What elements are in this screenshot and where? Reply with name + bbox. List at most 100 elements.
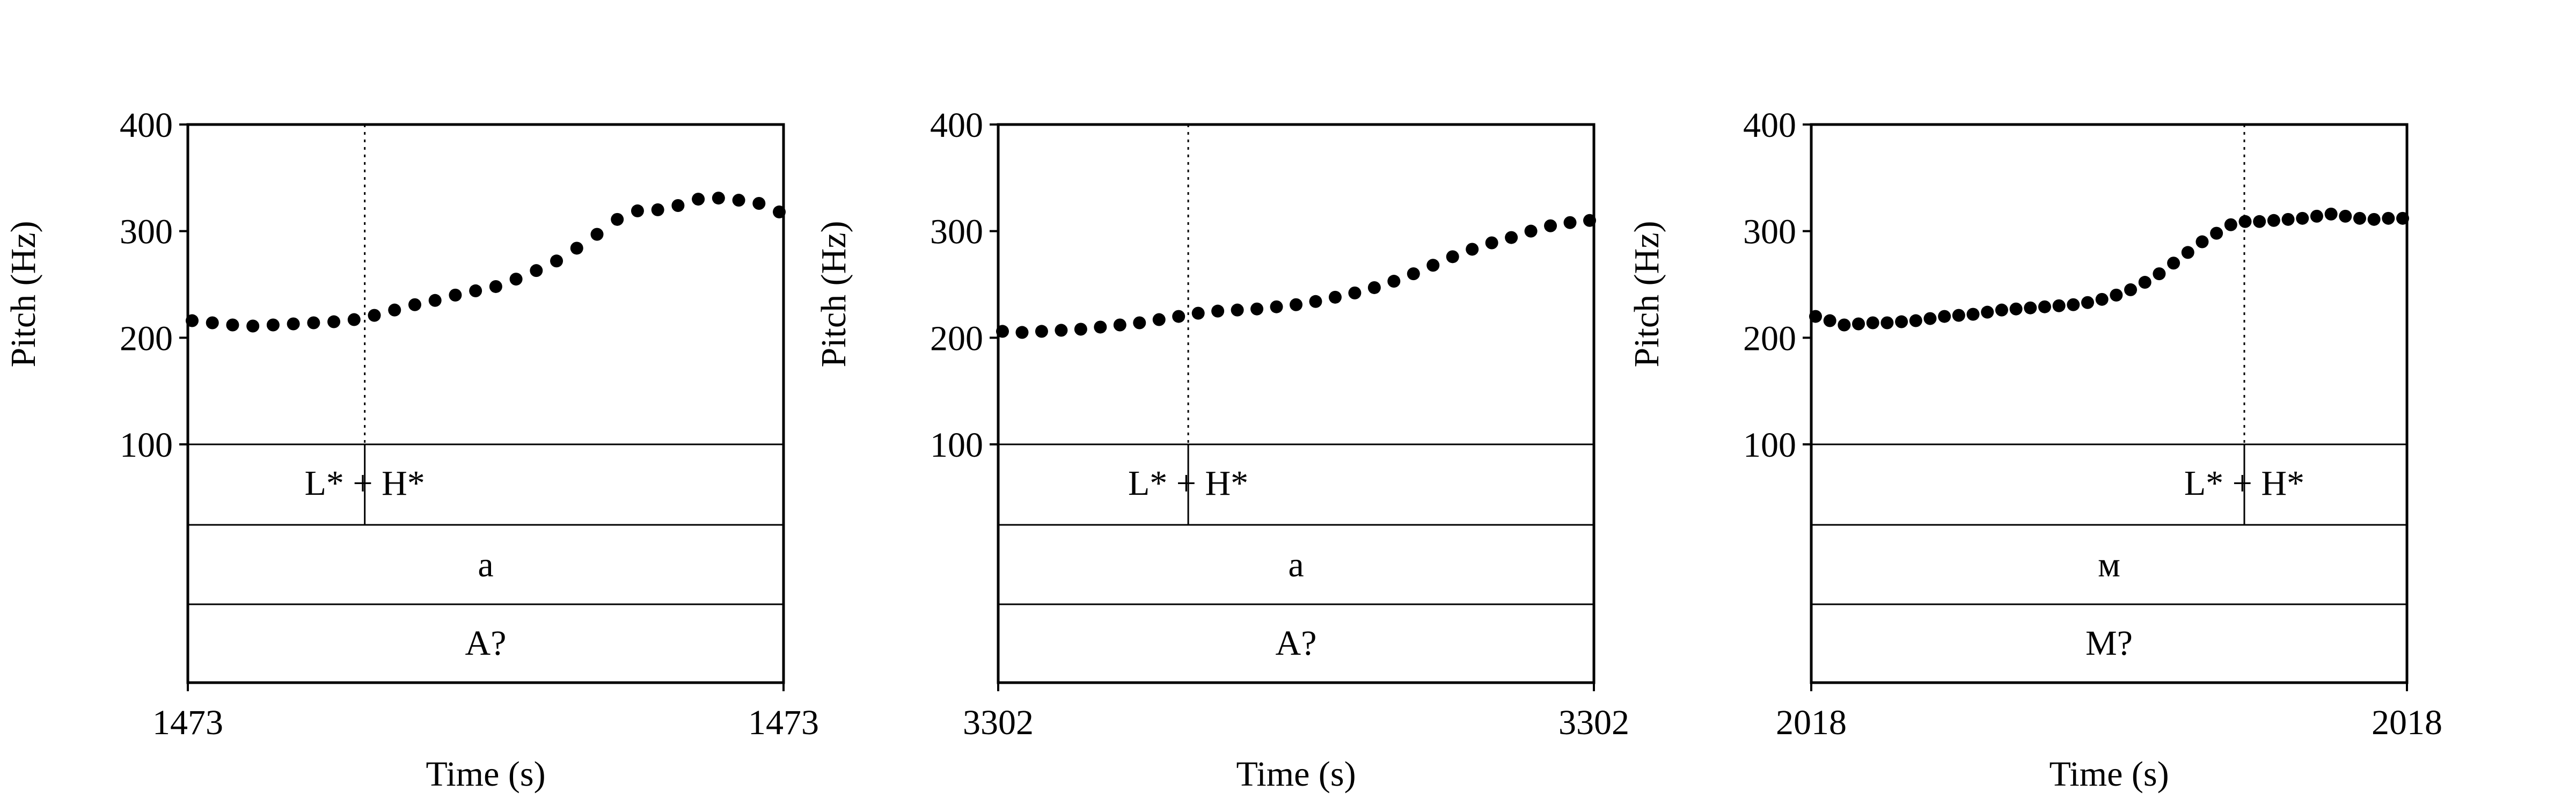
y-tick-label: 400 [930, 106, 983, 145]
y-tick-label: 400 [1743, 106, 1796, 145]
pitch-point [1290, 298, 1302, 311]
tone-label: L* + H* [305, 464, 425, 503]
pitch-point [2296, 211, 2309, 225]
sentence-label: A? [1276, 624, 1317, 663]
x-tick-label-end: 2018 [2372, 703, 2442, 742]
sentence-label: A? [465, 624, 507, 663]
pitch-point [449, 288, 462, 302]
pitch-point [2181, 246, 2194, 259]
pitch-point [287, 317, 300, 331]
y-axis-label: Pitch (Hz) [1627, 221, 1666, 367]
pitch-point [1172, 310, 1185, 323]
tone-label: L* + H* [1128, 464, 1248, 503]
pitch-point [590, 228, 604, 241]
pitch-point [2210, 226, 2223, 240]
pitch-point [347, 313, 361, 326]
y-tick-label: 300 [120, 213, 173, 252]
pitch-point [611, 213, 624, 226]
panel-2: 100 200 300 400 Pitch (Hz) 3302 3302 Time (s) L*… [814, 106, 1629, 794]
y-tick-label: 200 [120, 319, 173, 358]
pitch-point [1309, 295, 1322, 308]
pitch-point [1152, 313, 1166, 326]
y-tick-label: 300 [930, 213, 983, 252]
pitch-point [1133, 316, 1146, 330]
x-axis-label: Time (s) [1236, 755, 1356, 794]
y-axis-label: Pitch (Hz) [4, 221, 43, 367]
plot-frame [997, 123, 1596, 684]
word-label: м [2098, 545, 2120, 584]
pitch-point [1880, 316, 1894, 330]
tone-label: L* + H* [2184, 464, 2304, 503]
pitch-point [2110, 288, 2123, 302]
pitch-point [2353, 211, 2366, 225]
y-tick-label: 200 [930, 319, 983, 358]
pitch-point [1250, 302, 1264, 316]
pitch-point [2095, 292, 2109, 306]
x-tick-label-end: 1473 [748, 703, 819, 742]
pitch-point [2339, 209, 2352, 223]
pitch-point [266, 318, 280, 332]
pitch-point [1909, 314, 1922, 327]
pitch-point [206, 316, 219, 330]
pitch-point [651, 203, 664, 216]
pitch-point [246, 319, 260, 333]
pitch-point [2167, 257, 2180, 270]
y-tick-label: 100 [120, 426, 173, 465]
pitch-point [1981, 305, 1994, 319]
pitch-point [631, 204, 644, 217]
pitch-point [1544, 219, 1557, 232]
pitch-point [428, 294, 442, 307]
x-tick-label-start: 3302 [963, 703, 1034, 742]
pitch-point [1485, 236, 1498, 250]
pitch-point [1809, 310, 1822, 323]
pitch-point [2382, 211, 2395, 225]
pitch-point [489, 280, 502, 293]
word-label: a [1288, 545, 1304, 584]
pitch-point [408, 298, 421, 311]
plot-frame [1810, 123, 2409, 684]
plot-frame [186, 123, 785, 684]
pitch-point [1407, 267, 1420, 281]
y-axis-label: Pitch (Hz) [814, 221, 853, 367]
pitch-point [773, 205, 786, 218]
pitch-point [1966, 308, 1980, 321]
pitch-point [2310, 209, 2323, 223]
panel-3: 100 200 300 400 Pitch (Hz) 2018 2018 Time (s) L*… [1627, 106, 2442, 794]
word-label: a [478, 545, 493, 584]
pitch-point [1563, 216, 1577, 229]
pitch-point [388, 303, 401, 317]
pitch-point [2138, 276, 2151, 289]
pitch-point [1938, 310, 1951, 323]
pitch-point [2396, 211, 2409, 225]
pitch-point [1191, 306, 1205, 320]
pitch-point [2224, 218, 2237, 231]
y-tick-label: 200 [1743, 319, 1796, 358]
pitch-point [530, 264, 543, 277]
pitch-point [1113, 318, 1126, 332]
pitch-point [2253, 215, 2266, 228]
pitch-point [1952, 309, 1965, 322]
pitch-point [1823, 314, 1836, 327]
x-axis-label: Time (s) [426, 755, 545, 794]
pitch-point [732, 194, 745, 207]
pitch-point [2367, 213, 2381, 226]
pitch-point [2124, 283, 2138, 296]
pitch-point [1387, 275, 1401, 288]
pitch-point [368, 309, 381, 322]
pitch-point [712, 192, 725, 205]
pitch-point [1426, 259, 1440, 272]
pitch-point [2009, 302, 2023, 316]
pitch-point [1446, 250, 1459, 264]
pitch-point [1838, 318, 1851, 332]
pitch-point [327, 315, 341, 328]
pitch-point [1074, 323, 1087, 336]
pitch-point [1367, 281, 1381, 294]
pitch-point [1035, 325, 1048, 338]
y-tick-label: 400 [120, 106, 173, 145]
pitch-point [1466, 243, 1479, 256]
pitch-point [1270, 300, 1283, 313]
pitch-point [1055, 324, 1068, 337]
pitch-point [671, 199, 685, 212]
pitch-point [1524, 224, 1538, 238]
